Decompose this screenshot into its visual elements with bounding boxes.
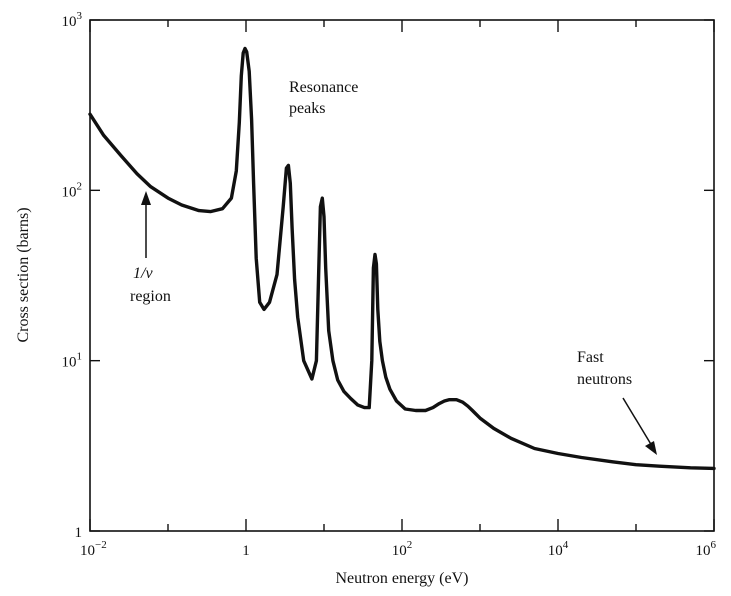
x-tick-label: 1: [242, 543, 250, 559]
y-tick-label: 101: [62, 351, 83, 371]
annotation-fast-arrow: [623, 398, 652, 446]
x-tick-label: 106: [696, 539, 717, 559]
annotation-resonance-line2: peaks: [289, 100, 325, 117]
y-tick-label: 1: [75, 525, 83, 541]
y-tick-label: 102: [62, 180, 83, 200]
plot-frame: [90, 20, 714, 531]
annotation-fast-line1: Fast: [577, 349, 604, 366]
cross-section-series-line: [90, 49, 714, 469]
x-tick-label: 102: [392, 539, 413, 559]
annotation-1v-line2: region: [130, 288, 171, 305]
annotation-fast-arrowhead: [645, 441, 657, 455]
annotation-1v-arrowhead: [141, 191, 151, 205]
y-tick-label: 103: [62, 10, 83, 30]
y-axis-label: Cross section (barns): [15, 207, 32, 342]
x-tick-label: 104: [548, 539, 569, 559]
x-tick-label: 10−2: [80, 539, 107, 559]
annotation-fast-line2: neutrons: [577, 371, 632, 388]
annotation-1v-line1: 1/v: [133, 265, 153, 282]
axis-ticks: [90, 20, 714, 531]
x-axis-label: Neutron energy (eV): [336, 570, 469, 587]
annotation-resonance-line1: Resonance: [289, 79, 358, 96]
